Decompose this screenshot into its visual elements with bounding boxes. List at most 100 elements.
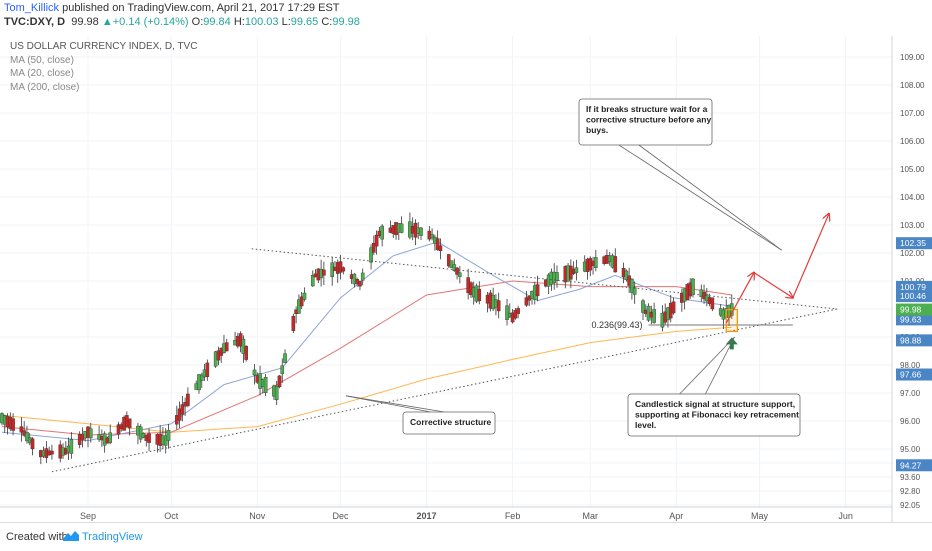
candles <box>0 212 734 465</box>
candle <box>199 372 204 388</box>
candle <box>147 428 151 452</box>
callout-text: If it breaks structure wait for a <box>586 104 708 114</box>
price-tag-label: 102.35 <box>900 238 926 248</box>
projection-arrow[interactable] <box>753 272 793 298</box>
author-link[interactable]: Tom_Killick <box>4 2 60 14</box>
candle <box>252 364 257 385</box>
tradingview-brand[interactable]: TradingView <box>82 531 143 543</box>
callout-text: Corrective structure <box>410 417 492 427</box>
price-tag-box <box>896 237 932 250</box>
candle <box>535 275 540 302</box>
candle-body-up <box>458 272 462 277</box>
price-tag-box <box>896 313 932 326</box>
candle <box>496 292 501 319</box>
price-tag: 100.46 <box>896 290 932 303</box>
callout-box <box>627 393 801 437</box>
price-tag: 99.98 <box>896 303 932 316</box>
candle <box>108 424 112 445</box>
candle <box>116 421 121 439</box>
y-tick-label: 92.05 <box>900 501 921 510</box>
candle <box>446 254 451 268</box>
candle-body-down <box>671 301 676 314</box>
candle <box>50 444 54 460</box>
candle-body-up <box>274 385 279 401</box>
candle-body-up <box>197 374 201 391</box>
candle <box>11 413 15 436</box>
candle <box>516 305 520 319</box>
projection-arrow[interactable] <box>725 273 754 324</box>
price-tag-box <box>896 459 932 472</box>
candle <box>166 424 171 449</box>
price-tag-label: 94.27 <box>900 460 922 470</box>
ohlc-high-value: 100.03 <box>244 16 279 28</box>
legend-ma20[interactable]: MA (20, close) <box>10 68 74 79</box>
price-tag: 97.66 <box>896 368 932 381</box>
price-tag-box <box>896 368 932 381</box>
candle <box>88 423 93 443</box>
price-tag-label: 98.88 <box>900 335 922 345</box>
callout-pointer <box>638 144 782 251</box>
trendline-support[interactable] <box>51 308 838 473</box>
footer-bar: Created with TradingView <box>0 522 932 551</box>
candle-body-down <box>147 433 151 443</box>
candle <box>19 417 24 442</box>
candle <box>369 244 373 270</box>
candle <box>632 281 637 304</box>
candle-body-down <box>455 267 459 275</box>
candle-body-down <box>613 256 618 273</box>
ohlc-low-key: L: <box>281 16 291 28</box>
candle-body-up <box>555 272 559 281</box>
candle-body-up <box>624 270 629 280</box>
callout-pointer <box>618 144 782 251</box>
candle <box>555 265 559 288</box>
candle-body-down <box>372 242 376 253</box>
candle-body-up <box>310 275 315 287</box>
candle-body-up <box>108 432 112 444</box>
candle <box>691 277 695 298</box>
ohlc-open-value: 99.84 <box>203 16 231 28</box>
projection-arrow[interactable] <box>792 214 829 299</box>
callout[interactable]: Candlestick signal at structure support,… <box>627 336 801 437</box>
candle-body-down <box>374 234 379 247</box>
candle-body-up <box>297 299 301 314</box>
legend-ma200[interactable]: MA (200, close) <box>10 81 80 93</box>
candle <box>69 432 74 459</box>
candle <box>180 395 185 422</box>
candle <box>513 307 518 320</box>
candle <box>352 273 357 288</box>
candle-body-down <box>19 426 24 433</box>
candle <box>452 258 457 272</box>
candle-body-down <box>299 296 304 307</box>
candle-body-down <box>180 404 185 415</box>
price-chart[interactable]: 0.236(99.43) If it breaks structure wait … <box>0 0 932 522</box>
candle <box>299 292 304 310</box>
candle <box>574 259 579 281</box>
publish-info: Tom_Killick published on TradingView.com… <box>4 2 340 14</box>
candle <box>630 278 634 300</box>
price-change: +0.14 (+0.14%) <box>112 16 189 28</box>
candle-body-down <box>524 297 529 306</box>
y-tick-label: 106.00 <box>900 137 925 146</box>
price-tag: 100.79 <box>896 280 932 293</box>
candle-body-down <box>438 245 443 251</box>
candle <box>322 261 326 286</box>
candle-body-up <box>452 264 457 272</box>
candle <box>438 238 443 260</box>
tradingview-logo-icon[interactable] <box>62 529 80 543</box>
legend-ma50[interactable]: MA (50, close) <box>10 54 74 66</box>
candle-body-up <box>574 267 579 273</box>
callout-pointer <box>346 395 445 413</box>
price-tag: 102.35 <box>896 237 932 250</box>
price-tag-label: 100.46 <box>900 291 926 301</box>
callout[interactable]: Corrective structure <box>345 395 496 435</box>
callout[interactable]: If it breaks structure wait for acorrect… <box>578 98 782 251</box>
price-tag: 94.27 <box>896 459 932 472</box>
candle-body-up <box>630 278 634 293</box>
candle <box>399 216 404 234</box>
ohlc-open-key: O: <box>191 16 204 28</box>
y-tick-label: 98.00 <box>900 361 921 370</box>
signal-up-arrow-icon <box>725 337 738 350</box>
candle-body-down <box>244 345 248 360</box>
signal-highlight-box[interactable] <box>725 308 739 333</box>
y-tick-label: 95.00 <box>900 445 921 454</box>
